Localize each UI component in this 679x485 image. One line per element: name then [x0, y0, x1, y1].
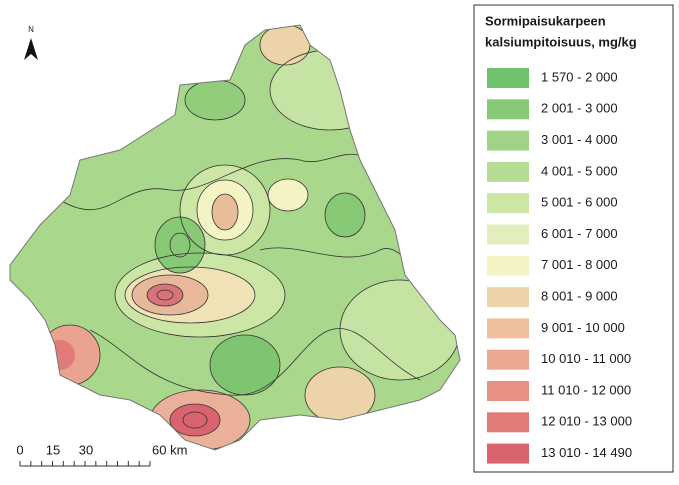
north-arrow-icon: [24, 38, 38, 60]
legend-label: 8 001 - 9 000: [541, 289, 618, 304]
legend-swatch: [487, 443, 529, 464]
scale-label: 0: [16, 442, 23, 457]
legend-title: Sormipaisukarpeen: [485, 13, 606, 28]
legend-label: 4 001 - 5 000: [541, 163, 618, 178]
north-arrow: N: [24, 25, 38, 60]
legend-swatch: [487, 349, 529, 370]
legend-label: 1 570 - 2 000: [541, 69, 618, 84]
legend-swatch: [487, 193, 529, 214]
legend-label: 9 001 - 10 000: [541, 320, 625, 335]
legend-label: 10 010 - 11 000: [541, 351, 631, 366]
legend-swatch: [487, 318, 529, 339]
legend-label: 5 001 - 6 000: [541, 195, 618, 210]
legend-label: 11 010 - 12 000: [541, 382, 631, 397]
legend-swatch: [487, 381, 529, 401]
legend-swatch: [487, 99, 529, 120]
legend-label: 12 010 - 13 000: [541, 414, 632, 429]
legend-label: 2 001 - 3 000: [541, 101, 618, 116]
scale-label: 60 km: [152, 442, 187, 457]
legend-label: 7 001 - 8 000: [541, 257, 618, 272]
legend-swatch: [487, 161, 529, 182]
legend-swatch: [487, 287, 529, 308]
legend-swatch: [487, 68, 529, 88]
legend-swatch: [487, 412, 529, 433]
scale-label: 30: [79, 442, 93, 457]
north-label: N: [28, 25, 34, 34]
legend: 1 570 - 2 000 2 001 - 3 000 3 001 - 4 000 4…: [487, 68, 632, 464]
legend-label: 6 001 - 7 000: [541, 226, 618, 241]
scale-label: 15: [46, 442, 60, 457]
legend-title: kalsiumpitoisuus, mg/kg: [485, 34, 637, 49]
legend-swatch: [487, 130, 529, 151]
region-border: [9, 24, 461, 451]
legend-label: 3 001 - 4 000: [541, 132, 618, 147]
scale-bar: 0 15 30 60 km: [16, 442, 187, 467]
legend-label: 13 010 - 14 490: [541, 445, 632, 460]
legend-swatch: [487, 224, 529, 245]
legend-swatch: [487, 255, 529, 276]
